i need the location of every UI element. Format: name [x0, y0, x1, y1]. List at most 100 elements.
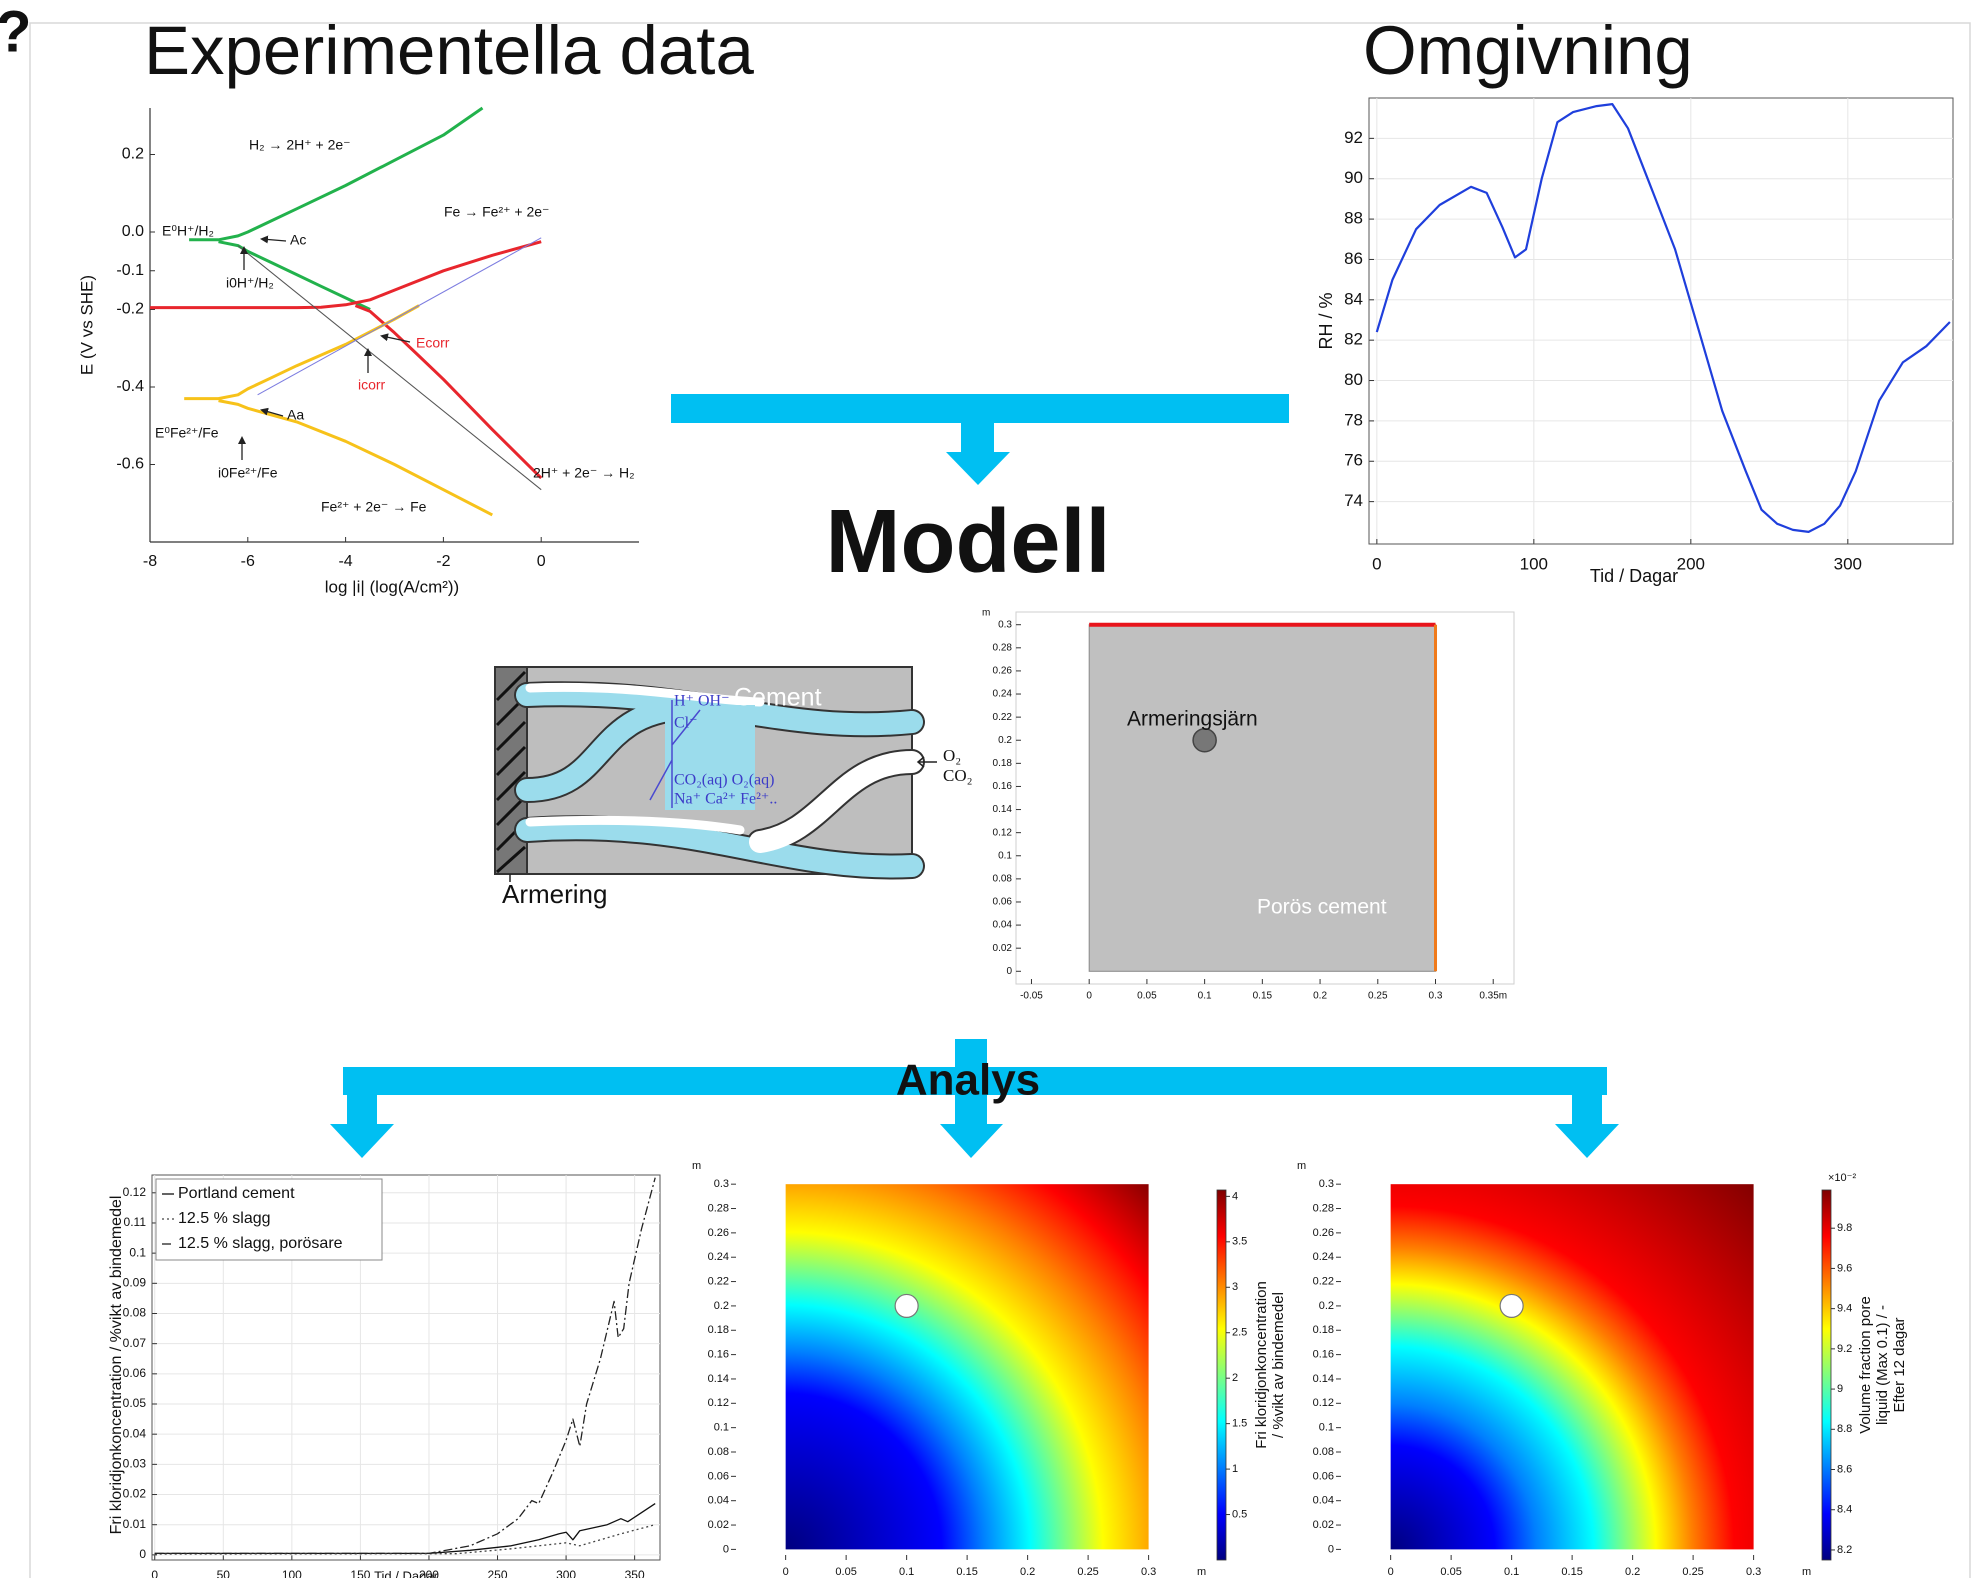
y-tick-label: 0.26 — [1313, 1227, 1334, 1239]
series-line — [258, 238, 542, 395]
y-tick-label: 0.02 — [123, 1487, 147, 1501]
x-tick-label: 0 — [537, 553, 546, 570]
y-tick-label: 0.1 — [1319, 1422, 1334, 1434]
annotation: Fe²⁺ + 2e⁻ → Fe — [321, 499, 427, 515]
annotation: 2H⁺ + 2e⁻ → H₂ — [533, 465, 635, 481]
y-tick-label: 0.18 — [708, 1324, 729, 1336]
y-tick-label: 0.16 — [708, 1349, 729, 1361]
y-tick-label: 0.04 — [708, 1495, 729, 1507]
unit-label: m — [1802, 1566, 1811, 1578]
series-line — [238, 246, 541, 490]
y-tick-label: 0.12 — [1313, 1397, 1334, 1409]
x-tick-label: -8 — [143, 553, 157, 570]
colorbar-tick-label: 3.5 — [1232, 1236, 1247, 1248]
colorbar — [1217, 1190, 1226, 1560]
y-tick-label: 0.04 — [1313, 1495, 1334, 1507]
x-tick-label: 350 — [625, 1568, 645, 1578]
y-tick-label: 0 — [1006, 966, 1012, 977]
x-tick-label: 0 — [1388, 1566, 1394, 1578]
y-tick-label: 0.1 — [998, 850, 1012, 861]
y-tick-label: 0.06 — [993, 897, 1013, 908]
y-tick-label: 0.18 — [993, 758, 1013, 769]
annotation: Fe → Fe²⁺ + 2e⁻ — [444, 204, 549, 220]
y-tick-label: -0.2 — [116, 301, 144, 318]
x-tick-label: 250 — [488, 1568, 508, 1578]
x-tick-label: 0.2 — [1313, 991, 1327, 1002]
legend-label: 12.5 % slagg, porösare — [178, 1235, 343, 1252]
annotation: E⁰Fe²⁺/Fe — [155, 425, 219, 441]
page: { "corner_mark": "?", "headings": {"expe… — [0, 0, 1981, 1578]
y-tick-label: -0.1 — [116, 262, 144, 279]
x-tick-label: 0 — [151, 1568, 158, 1578]
y-tick-label: 0.24 — [1313, 1251, 1334, 1263]
x-tick-label: 0.1 — [899, 1566, 914, 1578]
y-tick-label: 0.28 — [993, 642, 1013, 653]
colorbar-label: Efter 12 dagar — [1891, 1317, 1908, 1412]
annotation: H₂ → 2H⁺ + 2e⁻ — [249, 137, 351, 153]
x-axis-label: log |i| (log(A/cm²)) — [325, 577, 459, 596]
material-label: Cement — [734, 684, 822, 712]
y-tick-label: 0.06 — [123, 1366, 147, 1380]
y-tick-label: 0.01 — [123, 1517, 147, 1531]
colorbar-tick-label: 0.5 — [1232, 1508, 1247, 1520]
x-tick-label: 0.25 — [1077, 1566, 1098, 1578]
x-tick-label: -0.05 — [1020, 991, 1043, 1002]
x-tick-label: 0 — [1372, 554, 1381, 573]
colorbar-tick-label: 1 — [1232, 1463, 1238, 1475]
colorbar-label: liquid (Max 0.1) / - — [1874, 1305, 1891, 1425]
y-tick-label: 0.09 — [123, 1275, 147, 1289]
y-tick-label: 0.22 — [1313, 1275, 1334, 1287]
y-tick-label: 0.18 — [1313, 1324, 1334, 1336]
y-tick-label: 0.14 — [708, 1373, 729, 1385]
y-tick-label: -0.4 — [116, 378, 144, 395]
x-tick-label: 0.15 — [956, 1566, 977, 1578]
x-tick-label: 0 — [783, 1566, 789, 1578]
x-tick-label: 0.05 — [1440, 1566, 1461, 1578]
colorbar-tick-label: 2 — [1232, 1372, 1238, 1384]
y-tick-label: 0.0 — [122, 223, 144, 240]
y-tick-label: 0.22 — [708, 1275, 729, 1287]
x-tick-label: 100 — [282, 1568, 302, 1578]
y-tick-label: -0.6 — [116, 456, 144, 473]
colorbar-label: Fri kloridjonkoncentration — [1253, 1281, 1270, 1449]
y-tick-label: 0.11 — [124, 1215, 147, 1229]
corner-mark: ? — [0, 0, 31, 64]
y-tick-label: 92 — [1344, 128, 1363, 147]
y-axis-label: Fri kloridjonkoncentration / %vikt av bi… — [108, 1196, 125, 1535]
y-tick-label: 0.26 — [708, 1227, 729, 1239]
y-tick-label: 0.04 — [993, 920, 1013, 931]
annotation: i0H⁺/H₂ — [226, 275, 274, 291]
y-tick-label: 0.08 — [123, 1306, 147, 1320]
rebar — [895, 1294, 918, 1317]
colorbar-tick-label: 9.4 — [1837, 1303, 1852, 1315]
x-tick-label: 50 — [217, 1568, 231, 1578]
y-tick-label: 0.16 — [1313, 1349, 1334, 1361]
rebar — [1500, 1294, 1523, 1317]
y-tick-label: 0.06 — [1313, 1470, 1334, 1482]
colorbar-tick-label: 8.4 — [1837, 1504, 1852, 1516]
x-tick-label: 0.3 — [1429, 991, 1443, 1002]
colorbar-tick-label: 8.8 — [1837, 1423, 1852, 1435]
species-label: Na⁺ Ca²⁺ Fe²⁺.. — [674, 791, 777, 808]
annotation-arrow — [262, 239, 286, 241]
unit-label: m — [1297, 1160, 1306, 1172]
y-tick-label: 0.03 — [123, 1457, 147, 1471]
legend-label: 12.5 % slagg — [178, 1210, 271, 1227]
x-tick-label: -6 — [241, 553, 255, 570]
x-tick-label: 150 — [350, 1568, 370, 1578]
colorbar-exponent: ×10⁻² — [1828, 1172, 1856, 1184]
colorbar-tick-label: 8.2 — [1837, 1544, 1852, 1556]
y-tick-label: 0.05 — [123, 1396, 147, 1410]
y-tick-label: 0.16 — [993, 781, 1013, 792]
pore-schematic: Cement H⁺ OH⁻ Cl⁻ CO₂(aq) O₂(aq) Na⁺ Ca²… — [495, 667, 973, 909]
x-tick-label: -2 — [436, 553, 450, 570]
y-tick-label: 0.12 — [123, 1185, 147, 1199]
x-tick-label: -4 — [338, 553, 352, 570]
y-tick-label: 0.14 — [993, 804, 1013, 815]
section-heading: Experimentella data — [144, 12, 754, 89]
x-tick-label: 0.15 — [1561, 1566, 1582, 1578]
y-tick-label: 0.1 — [129, 1245, 146, 1259]
legend-label: Portland cement — [178, 1185, 295, 1202]
x-tick-label: 0.1 — [1504, 1566, 1519, 1578]
x-axis-label: Tid / Dagar — [1590, 566, 1678, 586]
